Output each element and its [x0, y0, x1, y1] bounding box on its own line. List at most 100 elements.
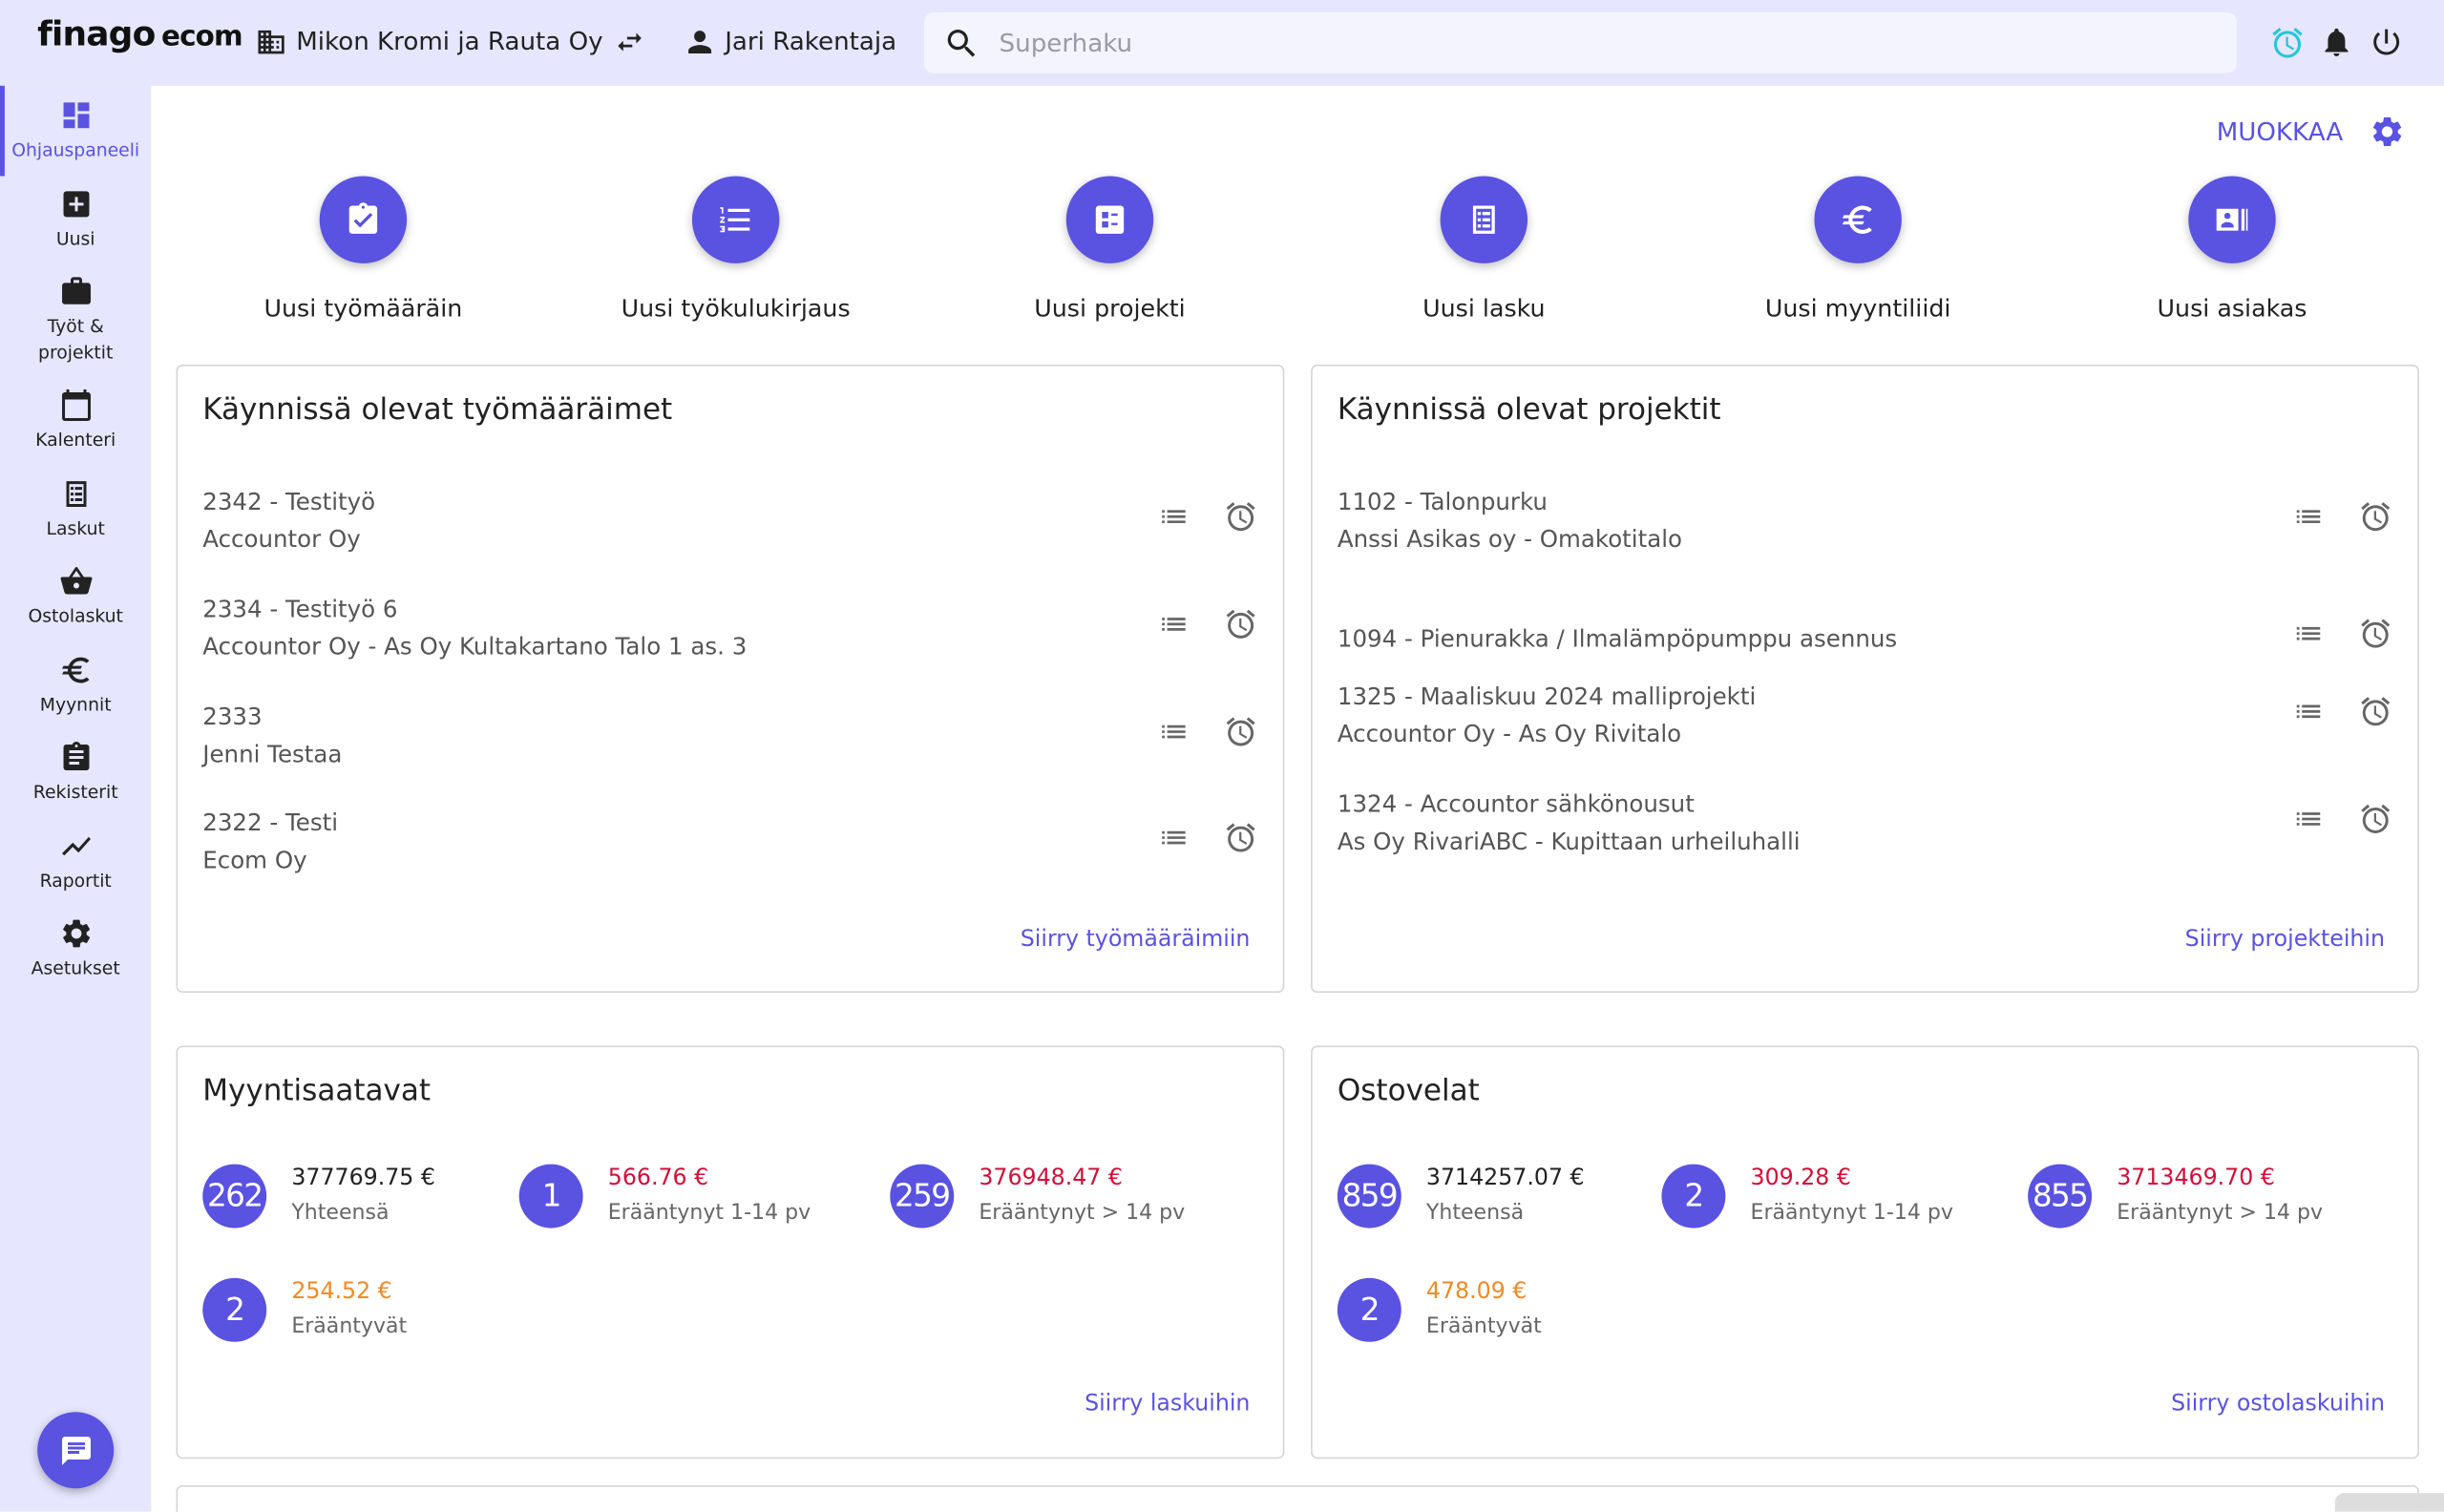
- swap-icon[interactable]: [614, 27, 645, 58]
- item-title: 2322 - Testi: [202, 808, 339, 837]
- count-badge: 859: [1337, 1164, 1401, 1228]
- list-item[interactable]: 1325 - Maaliskuu 2024 malliprojekti Accou…: [1338, 678, 2392, 756]
- item-subtitle: As Oy RivariABC - Kupittaan urheiluhalli: [1337, 827, 1801, 856]
- details-list-icon[interactable]: [1158, 716, 1190, 758]
- sidebar-item-purchase-invoices[interactable]: Ostolaskut: [0, 564, 151, 630]
- logo-text: finago: [37, 15, 156, 55]
- count-badge: 259: [890, 1164, 955, 1228]
- sidebar-item-invoices[interactable]: Laskut: [0, 477, 151, 543]
- quick-action-new-project[interactable]: Uusi projekti: [954, 176, 1266, 323]
- item-title: 1102 - Talonpurku: [1337, 488, 1548, 516]
- sidebar-item-reports[interactable]: Raportit: [0, 830, 151, 895]
- finago-logo[interactable]: finago ecom: [37, 15, 242, 54]
- list-item[interactable]: 2322 - Testi Ecom Oy: [202, 804, 1257, 882]
- sidebar-item-label: Kalenteri: [35, 428, 116, 451]
- project-icon: [1095, 205, 1125, 234]
- settings-gear-icon[interactable]: [2370, 114, 2406, 150]
- stat-amount: 377769.75 €: [291, 1166, 435, 1191]
- quick-action-new-lead[interactable]: Uusi myyntiliidi: [1702, 176, 2014, 323]
- timer-alarm-icon[interactable]: [1224, 821, 1258, 866]
- euro-icon: [1842, 205, 1872, 234]
- sidebar-item-settings[interactable]: Asetukset: [0, 916, 151, 982]
- stat-amount: 309.28 €: [1750, 1166, 1851, 1191]
- timer-alarm-icon[interactable]: [2358, 694, 2392, 739]
- quick-action-new-expense[interactable]: Uusi työkulukirjaus: [579, 176, 892, 323]
- go-to-invoices-link[interactable]: Siirry laskuihin: [1085, 1392, 1251, 1418]
- sidebar-item-sales[interactable]: Myynnit: [0, 653, 151, 719]
- quick-action-button[interactable]: [691, 176, 780, 263]
- item-subtitle: Jenni Testaa: [202, 740, 343, 768]
- quick-action-label: Uusi myyntiliidi: [1764, 294, 1951, 323]
- alarm-icon[interactable]: [2269, 25, 2306, 61]
- go-to-projects-link[interactable]: Siirry projekteihin: [2184, 927, 2386, 953]
- details-list-icon[interactable]: [1158, 609, 1190, 651]
- stat-amount: 254.52 €: [291, 1279, 392, 1305]
- company-name[interactable]: Mikon Kromi ja Rauta Oy: [296, 26, 603, 56]
- chart-line-icon: [61, 836, 91, 856]
- list-item[interactable]: 1094 - Pienurakka / Ilmalämpöpumppu asen…: [1338, 600, 2392, 679]
- timer-alarm-icon[interactable]: [2358, 802, 2392, 847]
- sidebar-item-dashboard[interactable]: Ohjauspaneeli: [0, 85, 151, 177]
- stat-label: Yhteensä: [1425, 1200, 1525, 1226]
- details-list-icon[interactable]: [2293, 618, 2325, 660]
- quick-action-button[interactable]: [2188, 176, 2276, 263]
- projects-card: Käynnissä olevat projektit 1102 - Talonp…: [1311, 365, 2419, 994]
- user-name[interactable]: Jari Rakentaja: [725, 26, 897, 56]
- item-title: 2333: [202, 703, 263, 731]
- chat-button[interactable]: [37, 1412, 115, 1489]
- power-icon[interactable]: [2370, 25, 2404, 59]
- timer-alarm-icon[interactable]: [1224, 715, 1258, 760]
- user-icon: [688, 31, 712, 54]
- timer-alarm-icon[interactable]: [2358, 617, 2392, 662]
- item-title: 1325 - Maaliskuu 2024 malliprojekti: [1337, 682, 1757, 711]
- sidebar-item-calendar[interactable]: Kalenteri: [0, 388, 151, 454]
- sidebar-item-jobs[interactable]: Työt & projektit: [0, 274, 151, 366]
- clipboard-icon: [62, 742, 89, 770]
- list-item[interactable]: 2342 - Testityö Accountor Oy: [202, 483, 1257, 561]
- stat-label: Erääntynyt 1-14 pv: [1750, 1200, 1953, 1226]
- item-subtitle: Anssi Asikas oy - Omakotitalo: [1337, 525, 1682, 554]
- stat-label: Erääntynyt > 14 pv: [2117, 1200, 2324, 1226]
- go-to-purchase-invoices-link[interactable]: Siirry ostolaskuihin: [2171, 1392, 2386, 1418]
- details-list-icon[interactable]: [1158, 501, 1190, 543]
- list-item[interactable]: 1102 - Talonpurku Anssi Asikas oy - Omako…: [1338, 483, 2392, 561]
- card-title: Myyntisaatavat: [202, 1073, 432, 1108]
- stat-amount: 376948.47 €: [979, 1166, 1123, 1191]
- timer-alarm-icon[interactable]: [1224, 499, 1258, 544]
- list-item[interactable]: 2333 Jenni Testaa: [202, 698, 1257, 776]
- card-title: Käynnissä olevat työmääräimet: [202, 392, 673, 428]
- sidebar-item-registers[interactable]: Rekisterit: [0, 741, 151, 807]
- dashboard-icon: [62, 102, 89, 129]
- quick-action-new-invoice[interactable]: Uusi lasku: [1328, 176, 1640, 323]
- invoice-icon: [65, 481, 86, 508]
- briefcase-icon: [61, 277, 91, 304]
- go-to-work-orders-link[interactable]: Siirry työmääräimiin: [1020, 927, 1251, 953]
- chat-icon: [61, 1436, 91, 1465]
- timer-alarm-icon[interactable]: [2358, 499, 2392, 544]
- timer-alarm-icon[interactable]: [1224, 607, 1258, 652]
- quick-action-button[interactable]: [319, 176, 408, 263]
- sidebar-item-new[interactable]: Uusi: [0, 187, 151, 253]
- item-subtitle: Accountor Oy - As Oy Rivitalo: [1337, 720, 1682, 748]
- details-list-icon[interactable]: [2293, 696, 2325, 738]
- list-item[interactable]: 1324 - Accountor sähkönousut As Oy Rivari…: [1338, 786, 2392, 864]
- edit-button[interactable]: MUOKKAA: [2216, 116, 2344, 147]
- sidebar-item-label: Asetukset: [31, 956, 120, 979]
- details-list-icon[interactable]: [2293, 804, 2325, 846]
- bell-icon[interactable]: [2319, 25, 2353, 59]
- euro-icon: [61, 657, 89, 683]
- stat-label: Erääntynyt 1-14 pv: [607, 1200, 811, 1226]
- details-list-icon[interactable]: [1158, 822, 1190, 864]
- next-card: [176, 1484, 2419, 1512]
- quick-action-new-customer[interactable]: Uusi asiakas: [2076, 176, 2389, 323]
- quick-action-button[interactable]: [1065, 176, 1154, 263]
- quick-action-new-work-order[interactable]: Uusi työmääräin: [207, 176, 519, 323]
- quick-action-button[interactable]: [1440, 176, 1528, 263]
- count-badge: 2: [1337, 1277, 1401, 1342]
- list-item[interactable]: 2334 - Testityö 6 Accountor Oy - As Oy Ku…: [202, 591, 1257, 669]
- payables-card: Ostovelat 859 3714257.07 € Yhteensä 2 309.28…: [1311, 1045, 2419, 1460]
- scrollbar[interactable]: [2334, 1493, 2444, 1512]
- search-input[interactable]: Superhaku: [924, 12, 2237, 74]
- quick-action-button[interactable]: [1814, 176, 1902, 263]
- details-list-icon[interactable]: [2293, 501, 2325, 543]
